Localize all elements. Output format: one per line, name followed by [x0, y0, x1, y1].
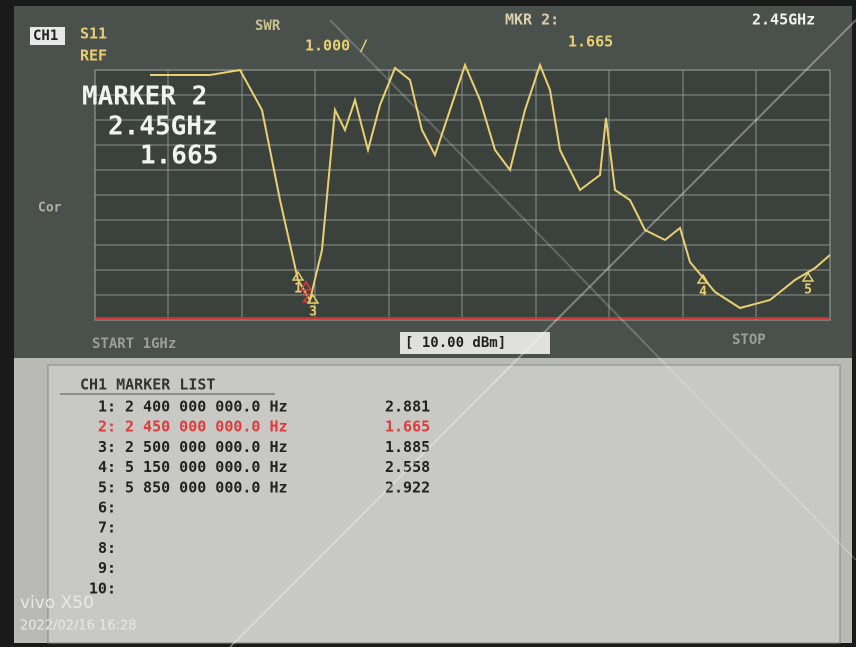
marker-number: 2 — [302, 292, 310, 307]
glare-line — [329, 19, 856, 561]
channel-badge — [30, 27, 65, 45]
row-frequency: 2 450 000 000.0 Hz — [125, 418, 288, 436]
channel: CH1 — [33, 28, 58, 44]
row-index: 8: — [98, 539, 116, 557]
marker-list-panel — [47, 364, 841, 644]
watermark-brand: vivo X50 — [20, 593, 94, 613]
stop-frequency: STOP — [732, 332, 766, 348]
row-frequency: 2 400 000 000.0 Hz — [125, 398, 288, 416]
marker-box-value: 1.665 — [140, 141, 218, 171]
marker-number: 5 — [804, 283, 812, 298]
row-index: 4: — [98, 458, 116, 476]
power-box — [400, 332, 550, 354]
start-frequency: START 1GHz — [92, 336, 176, 352]
format: SWR — [255, 18, 281, 34]
marker-triangle — [291, 270, 305, 281]
trace — [150, 62, 831, 310]
marker-triangle — [801, 271, 815, 282]
marker-list: 1: 2 400 000 000.0 Hz 2.881 2: 2 450 000 000… — [89, 398, 430, 598]
marker-frequency: 2.45GHz — [752, 11, 815, 29]
row-index: 5: — [98, 478, 116, 496]
row-frequency: 5 850 000 000.0 Hz — [125, 478, 288, 496]
row-value: 2.881 — [385, 398, 430, 416]
marker-triangle — [306, 293, 320, 304]
marker-number: 4 — [699, 285, 707, 300]
marker-triangle — [696, 273, 710, 284]
marker-box-title: MARKER 2 — [82, 82, 207, 112]
row-value: 1.665 — [385, 418, 430, 436]
glare-line — [229, 19, 856, 647]
marker-triangle — [299, 280, 313, 291]
marker-label: MKR 2: — [505, 11, 559, 29]
row-index: 1: — [98, 398, 116, 416]
row-frequency: 5 150 000 000.0 Hz — [125, 458, 288, 476]
scale: 1.000 / — [305, 37, 368, 55]
row-index: 10: — [89, 579, 116, 597]
parameter: S11 — [80, 25, 107, 43]
row-frequency: 2 500 000 000.0 Hz — [125, 438, 288, 456]
marker-value: 1.665 — [568, 33, 613, 51]
row-index: 7: — [98, 519, 116, 537]
row-index: 2: — [98, 418, 116, 436]
trace-markers: 123 4 5 — [291, 270, 815, 320]
row-value: 2.558 — [385, 458, 430, 476]
grid — [94, 69, 831, 321]
ref-label: REF — [80, 47, 107, 65]
watermark-time: 2022/02/16 16:28 — [20, 619, 137, 634]
marker-box-frequency: 2.45GHz — [108, 112, 218, 142]
marker-list-title: CH1 MARKER LIST — [80, 376, 215, 394]
row-index: 6: — [98, 499, 116, 517]
marker-number: 3 — [309, 305, 317, 320]
correction: Cor — [38, 201, 62, 216]
row-value: 2.922 — [385, 478, 430, 496]
power: [ 10.00 dBm] — [405, 335, 506, 351]
row-index: 9: — [98, 559, 116, 577]
row-value: 1.885 — [385, 438, 430, 456]
row-index: 3: — [98, 438, 116, 456]
marker-number: 1 — [294, 282, 302, 297]
